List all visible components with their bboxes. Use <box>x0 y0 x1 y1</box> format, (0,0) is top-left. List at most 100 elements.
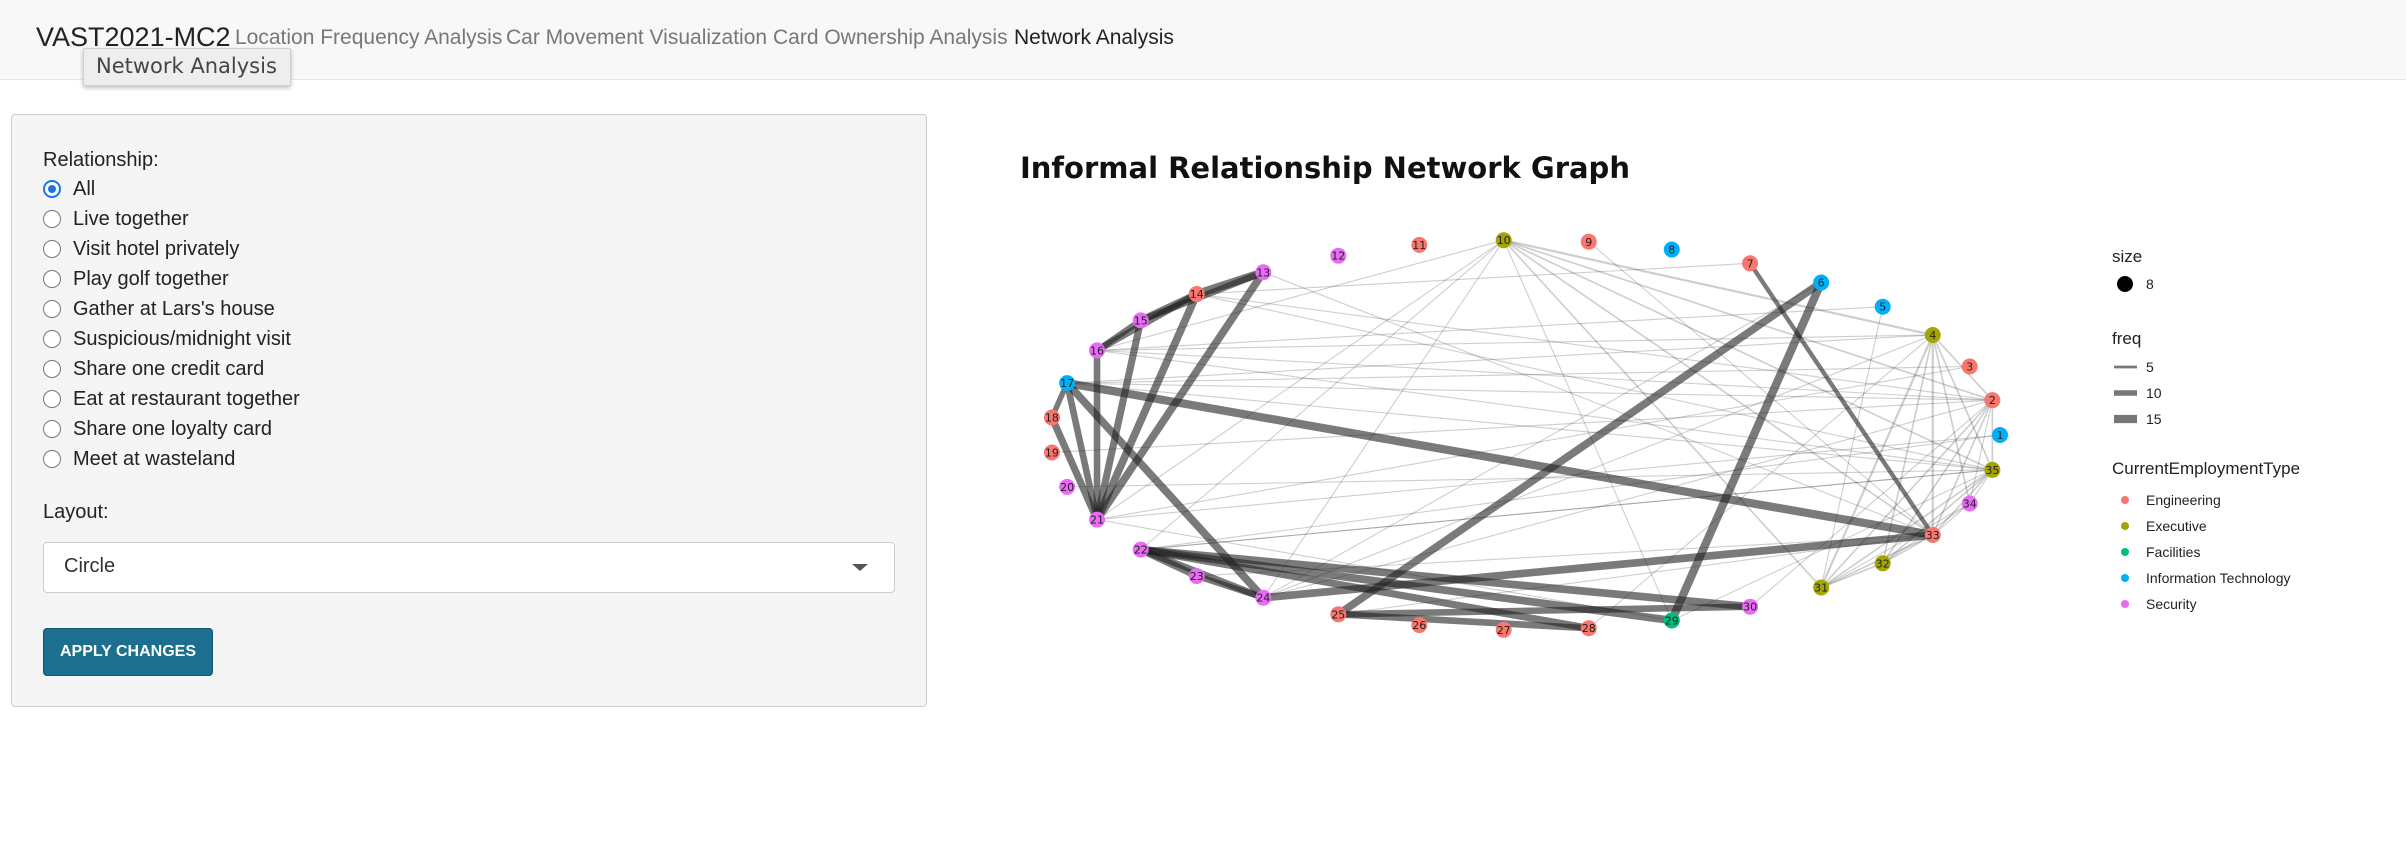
graph-node <box>1043 444 1060 461</box>
graph-node <box>1663 612 1680 629</box>
radio-button[interactable] <box>43 450 61 468</box>
graph-node <box>1984 392 2001 409</box>
graph-node <box>1411 236 1428 253</box>
graph-node-label: 5 <box>1879 301 1886 314</box>
tab-tooltip: Network Analysis <box>83 48 291 86</box>
graph-node <box>1089 342 1106 359</box>
graph-edge <box>1140 239 1505 551</box>
radio-option[interactable]: Suspicious/midnight visit <box>43 325 291 353</box>
radio-label: Share one credit card <box>73 357 265 380</box>
graph-edge <box>1588 334 1934 629</box>
legend-type-swatch <box>2121 522 2129 530</box>
legend-type-swatch <box>2121 600 2129 608</box>
graph-edge <box>1882 469 1993 564</box>
radio-option[interactable]: Gather at Lars's house <box>43 295 275 323</box>
graph-edge <box>1067 382 1993 471</box>
tab-card-ownership-analysis[interactable]: Card Ownership Analysis <box>773 26 1008 49</box>
legend-type-swatch <box>2121 548 2129 556</box>
graph-node-label: 31 <box>1814 581 1828 594</box>
graph-edge <box>1067 365 1970 384</box>
layout-select[interactable]: Circle <box>43 542 895 593</box>
radio-button[interactable] <box>43 300 61 318</box>
graph-edge <box>1096 365 1970 521</box>
graph-edge <box>1093 292 1201 522</box>
graph-edge <box>1932 503 1971 536</box>
graph-edge <box>1140 434 2001 551</box>
graph-node-label: 18 <box>1045 412 1059 425</box>
radio-option[interactable]: Share one credit card <box>43 355 264 383</box>
graph-node-label: 26 <box>1412 619 1426 632</box>
graph-node <box>1043 409 1060 426</box>
graph-node <box>1255 264 1272 281</box>
graph-edge <box>1503 239 1993 401</box>
graph-edge <box>1263 399 1993 599</box>
radio-option[interactable]: Live together <box>43 205 189 233</box>
graph-node <box>1924 527 1941 544</box>
sidebar-panel: Relationship: All Live together Visit hote… <box>11 114 927 707</box>
graph-edge <box>1263 334 1933 599</box>
legend-size-title: size <box>2112 247 2142 266</box>
graph-edge <box>1820 334 1934 588</box>
graph-edge <box>1503 239 1934 536</box>
graph-edge <box>1196 293 1993 401</box>
graph-edge <box>1881 334 1934 564</box>
radio-label: All <box>73 177 96 200</box>
graph-node <box>1255 589 1272 606</box>
graph-node-label: 32 <box>1876 557 1890 570</box>
graph-edges <box>1048 239 2001 632</box>
radio-option[interactable]: All <box>43 175 95 203</box>
radio-button[interactable] <box>43 240 61 258</box>
network-graph-svg: Informal Relationship Network Graph 1234… <box>1020 151 2300 638</box>
graph-edge <box>1263 271 1933 536</box>
radio-button[interactable] <box>43 270 61 288</box>
radio-option[interactable]: Share one loyalty card <box>43 415 272 443</box>
graph-node-label: 34 <box>1963 498 1977 511</box>
radio-option[interactable]: Eat at restaurant together <box>43 385 300 413</box>
tab-location-frequency-analysis[interactable]: Location Frequency Analysis <box>235 26 503 49</box>
graph-edge <box>1096 434 2001 521</box>
radio-button[interactable] <box>43 180 61 198</box>
apply-changes-button[interactable]: APPLY CHANGES <box>43 628 213 676</box>
radio-label: Suspicious/midnight visit <box>73 327 291 350</box>
radio-button[interactable] <box>43 420 61 438</box>
graph-nodes: 1234567891011121314151617181920212223242… <box>1043 232 2008 638</box>
graph-edge <box>1820 399 1993 589</box>
legend-type-value: Security <box>2146 596 2197 612</box>
graph-edge <box>1093 270 1267 522</box>
radio-button[interactable] <box>43 330 61 348</box>
graph-edge <box>1969 400 1993 504</box>
graph-edge <box>1882 399 1994 564</box>
graph-node-label: 14 <box>1190 288 1204 301</box>
graph-node-label: 12 <box>1331 250 1345 263</box>
tab-network-analysis[interactable]: Network Analysis <box>1014 26 1174 49</box>
graph-edge <box>1931 334 1971 504</box>
radio-button[interactable] <box>43 360 61 378</box>
graph-node <box>1992 427 2008 443</box>
legend-freq-value: 5 <box>2146 359 2154 375</box>
graph-edge <box>1066 379 1934 540</box>
graph-node-label: 13 <box>1256 266 1270 279</box>
graph-edge <box>1063 382 1101 521</box>
graph-edge <box>1820 562 1884 589</box>
graph-node <box>1188 286 1205 303</box>
graph-edge <box>1748 262 1935 537</box>
graph-edge <box>1196 534 1933 577</box>
graph-edge <box>1096 239 1504 351</box>
radio-option[interactable]: Play golf together <box>43 265 229 293</box>
graph-edge <box>1140 469 1993 551</box>
graph-edge <box>1749 399 1993 608</box>
radio-button[interactable] <box>43 390 61 408</box>
graph-node <box>1924 326 1941 343</box>
radio-option[interactable]: Meet at wasteland <box>43 445 235 473</box>
radio-button[interactable] <box>43 210 61 228</box>
graph-edge <box>1932 334 1994 471</box>
tab-car-movement-visualization[interactable]: Car Movement Visualization <box>506 26 768 49</box>
layout-label: Layout: <box>43 501 109 523</box>
radio-option[interactable]: Visit hotel privately <box>43 235 239 263</box>
app-brand[interactable]: VAST2021-MC2 <box>36 22 231 52</box>
graph-node-label: 3 <box>1966 360 1973 373</box>
graph-node <box>1961 358 1978 375</box>
graph-node-label: 11 <box>1412 239 1426 252</box>
graph-node <box>1874 298 1891 315</box>
